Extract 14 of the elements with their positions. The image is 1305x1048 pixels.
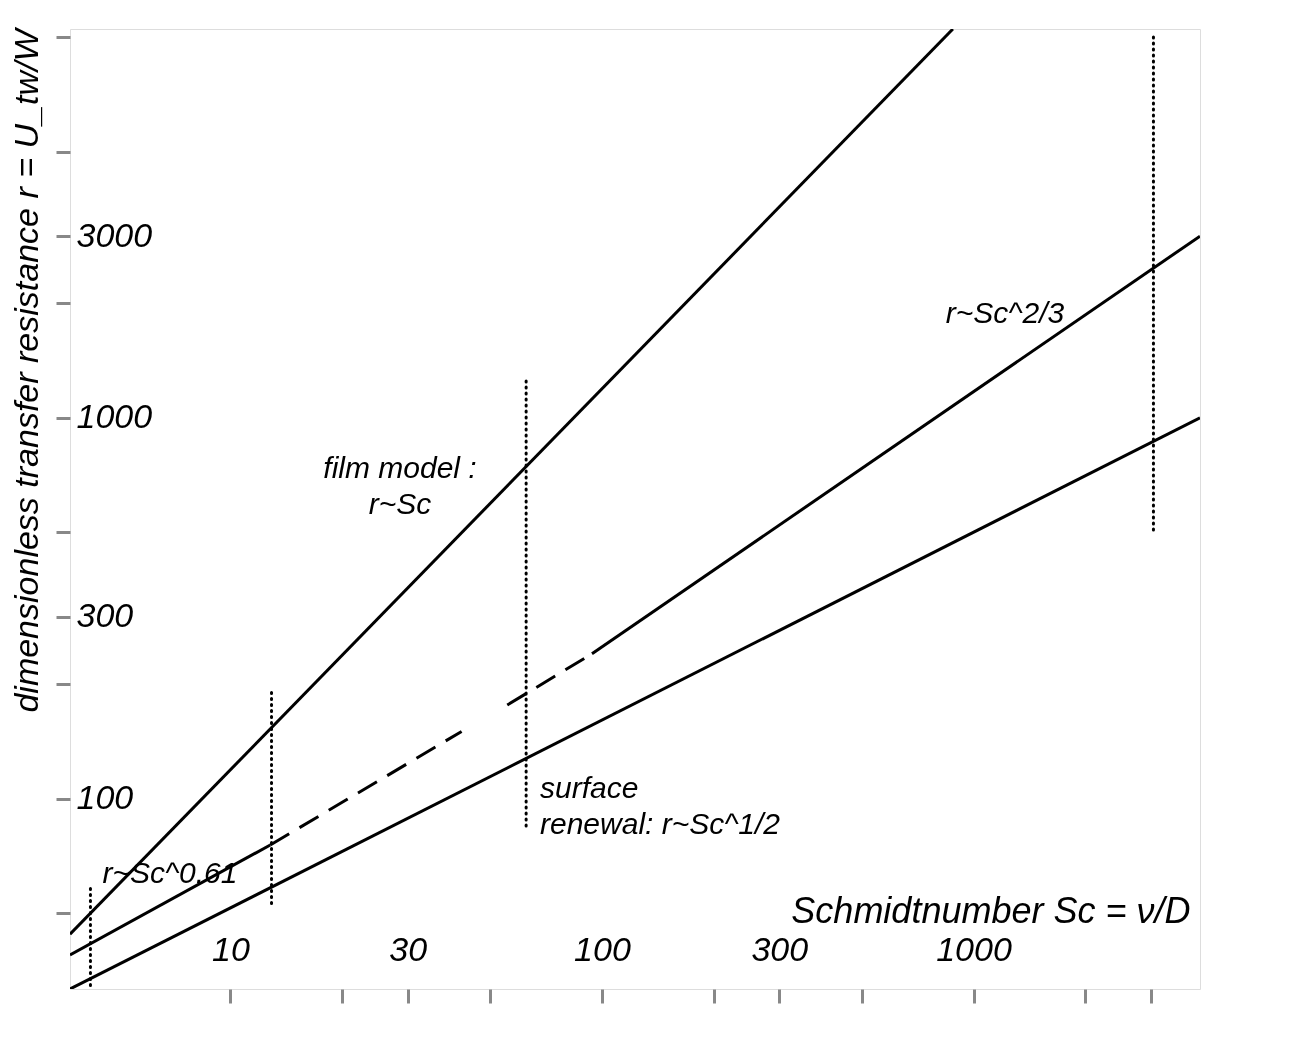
x-tick-label: 100 xyxy=(574,929,631,968)
annotation: surface renewal: r~Sc^1/2 xyxy=(540,771,781,840)
x-tick-label: 10 xyxy=(212,929,250,968)
annotation: r~Sc^2/3 xyxy=(945,296,1065,329)
y-tick-label: 3000 xyxy=(76,215,153,254)
x-axis-title: Schmidtnumber Sc = ν/D xyxy=(791,889,1191,931)
annotation: film model : r~Sc xyxy=(323,451,477,520)
y-axis-title: dimensionless transfer resistance r = U_tw/W xyxy=(7,26,45,713)
y-tick-label: 300 xyxy=(76,596,134,635)
x-tick-label: 30 xyxy=(389,929,428,968)
y-tick-label: 1000 xyxy=(76,397,153,436)
x-tick-label: 1000 xyxy=(936,929,1012,968)
x-tick-label: 300 xyxy=(751,929,809,968)
y-tick-label: 100 xyxy=(76,778,134,817)
